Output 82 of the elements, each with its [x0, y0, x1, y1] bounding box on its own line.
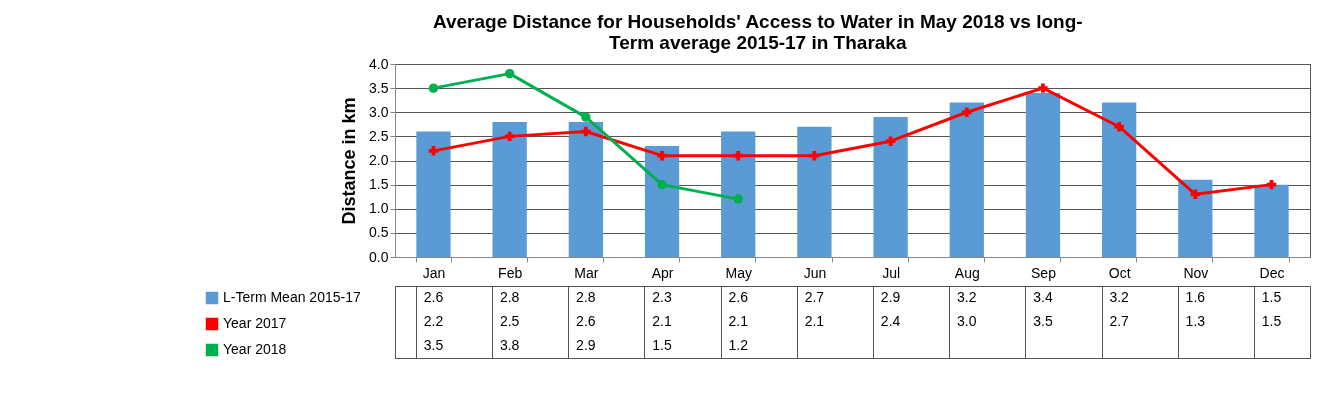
y-tick-label: 0.5 [369, 224, 389, 241]
data-label: 1.5 [1261, 313, 1282, 329]
x-tick-label: Feb [498, 264, 523, 281]
data-label: 2.6 [576, 313, 596, 329]
point [504, 131, 515, 142]
data-label: 2.3 [652, 289, 672, 305]
data-label: 1.6 [1185, 289, 1206, 305]
data-label: 2.6 [728, 289, 749, 305]
data-label: 2.9 [576, 337, 596, 353]
y-tick-label: 1.0 [369, 200, 389, 217]
data-label: 3.2 [1109, 289, 1130, 305]
y-tick-label: 3.5 [369, 79, 389, 96]
x-tick-label: Mar [574, 264, 599, 281]
x-tick-label: Aug [954, 264, 980, 281]
legend-label: Year 2017 [223, 315, 287, 331]
point [581, 112, 591, 122]
y-tick-label: 4.0 [369, 55, 389, 72]
bar [1254, 184, 1289, 257]
bar [492, 121, 527, 257]
bar [873, 117, 908, 257]
data-label: 2.2 [423, 313, 444, 329]
bar [1178, 179, 1213, 257]
data-label: 3.4 [1033, 289, 1053, 305]
legend-label: L-Term Mean 2015-17 [223, 289, 361, 305]
point [428, 83, 439, 93]
data-label: 3.5 [1033, 313, 1053, 329]
point [1038, 83, 1048, 93]
data-label: 2.1 [728, 313, 749, 329]
y-tick-label: 1.5 [369, 176, 389, 193]
bar [797, 126, 832, 257]
x-tick-label: Jan [422, 264, 446, 281]
x-tick-label: Apr [651, 264, 674, 281]
data-label: 1.5 [1261, 289, 1282, 305]
data-label: 1.2 [728, 337, 749, 353]
data-label: 2.8 [576, 289, 596, 305]
data-label: 3.5 [423, 337, 444, 353]
data-label: 2.8 [499, 289, 520, 305]
bar [721, 131, 756, 257]
y-tick-label: 3.0 [369, 103, 389, 120]
y-tick-label: 2.0 [369, 152, 389, 168]
data-label: 2.7 [804, 289, 825, 305]
data-label: 2.1 [652, 313, 672, 329]
point [657, 179, 667, 190]
data-label: 2.1 [804, 313, 825, 329]
data-label: 3.2 [957, 289, 977, 305]
bar [1025, 92, 1061, 257]
chart-title: Average Distance for Households' Access to Water in May 2018 vs long-Term average 2015-17 in Tharaka [432, 10, 1083, 53]
point [581, 126, 591, 137]
x-tick-label: Oct [1108, 264, 1131, 281]
point [733, 194, 743, 204]
point [1190, 189, 1201, 200]
data-label: 3.0 [957, 313, 977, 329]
data-label: 2.7 [1109, 313, 1130, 329]
point [733, 150, 743, 161]
x-tick-label: May [725, 264, 752, 281]
y-axis-title: Distance in km [339, 97, 360, 225]
data-label: 2.5 [499, 313, 520, 329]
legend-label: Year 2018 [223, 341, 287, 357]
point [885, 136, 896, 146]
x-tick-label: Jul [882, 264, 901, 281]
data-label: 2.6 [423, 289, 444, 305]
point [657, 150, 667, 161]
data-label: 1.3 [1185, 313, 1206, 329]
data-label: 3.8 [499, 337, 520, 353]
data-label: 2.9 [880, 289, 901, 305]
bar [568, 121, 603, 257]
bar [1102, 102, 1137, 257]
x-tick-label: Dec [1259, 264, 1285, 281]
data-label: 1.5 [652, 337, 672, 353]
x-tick-label: Nov [1183, 264, 1209, 281]
point [1114, 121, 1124, 132]
bar [949, 102, 984, 257]
data-label: 2.4 [880, 313, 901, 329]
point [504, 68, 515, 79]
point [428, 146, 439, 156]
y-tick-label: 0.0 [369, 248, 389, 265]
x-tick-label: Sep [1031, 264, 1057, 281]
point [962, 107, 972, 117]
bar [644, 146, 680, 257]
bar [416, 131, 451, 257]
x-tick-label: Jun [803, 264, 827, 281]
y-tick-label: 2.5 [369, 127, 389, 144]
